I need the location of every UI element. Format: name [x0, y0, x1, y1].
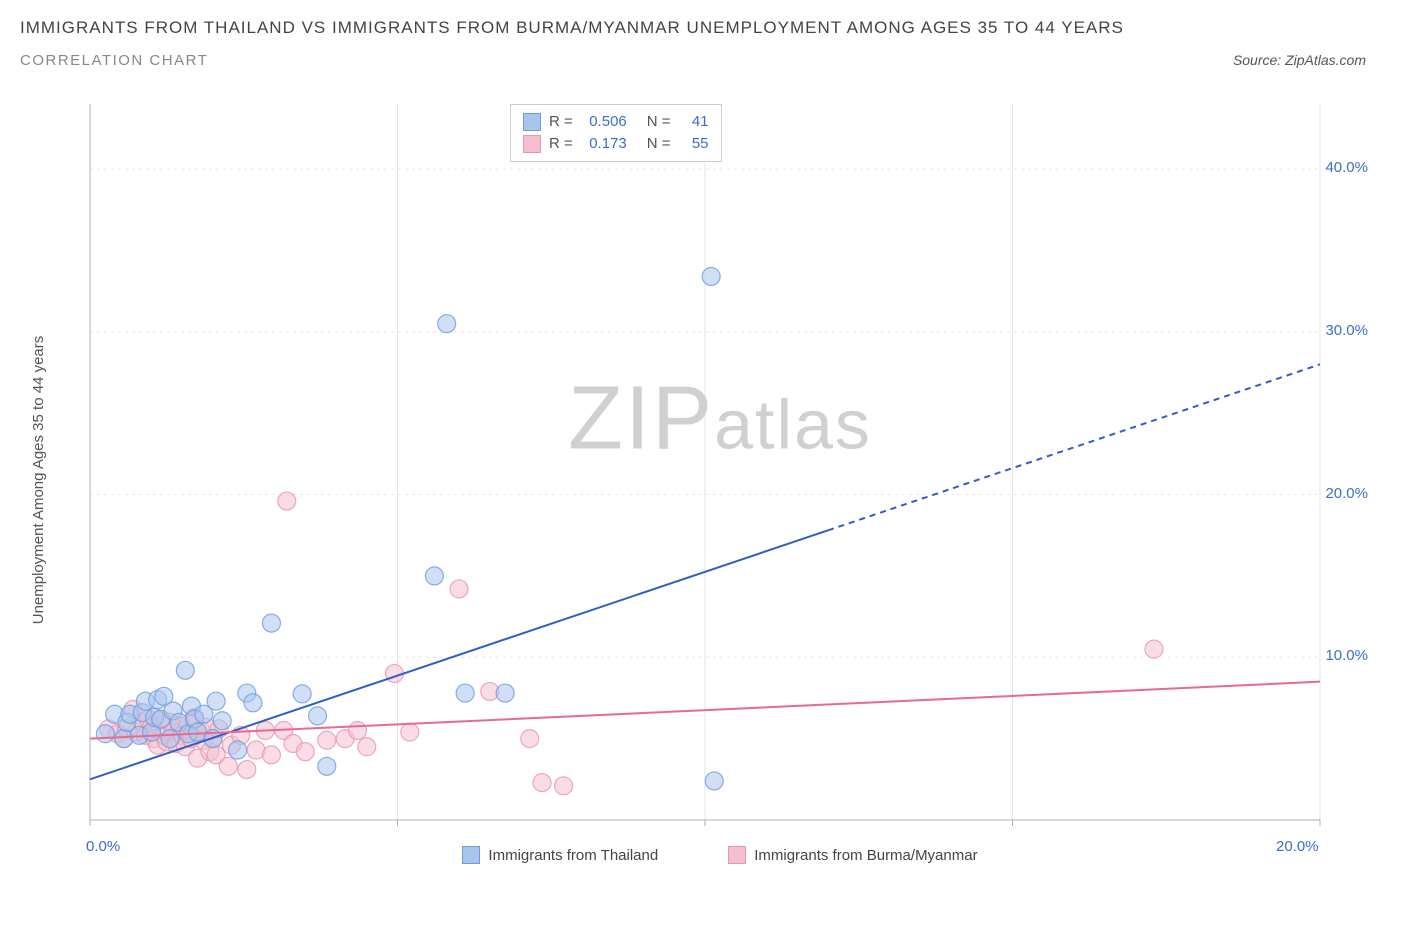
series-legend-label: Immigrants from Burma/Myanmar	[754, 847, 977, 864]
subtitle-row: CORRELATION CHART Source: ZipAtlas.com	[20, 52, 1386, 69]
y-tick-label: 10.0%	[1325, 647, 1368, 664]
plot-region: ZIPatlas R =0.506N =41R =0.173N =55 0.0%…	[80, 100, 1360, 860]
legend-swatch	[523, 135, 541, 153]
legend-swatch	[523, 113, 541, 131]
legend-n-value: 41	[679, 111, 709, 133]
legend-r-label: R =	[549, 111, 573, 133]
stats-legend-box: R = 0.506 N = 41 R = 0.173 N = 55	[510, 104, 722, 162]
series-legend-item: Immigrants from Thailand	[462, 846, 658, 864]
legend-r-value: 0.173	[581, 133, 627, 155]
legend-n-value: 55	[679, 133, 709, 155]
chart-header: IMMIGRANTS FROM THAILAND VS IMMIGRANTS F…	[0, 0, 1406, 69]
series-legend: Immigrants from Thailand Immigrants from …	[80, 846, 1360, 864]
y-tick-label: 30.0%	[1325, 322, 1368, 339]
legend-swatch	[728, 846, 746, 864]
stats-legend-row: R = 0.506 N = 41	[523, 111, 709, 133]
chart-title: IMMIGRANTS FROM THAILAND VS IMMIGRANTS F…	[20, 18, 1386, 38]
chart-subtitle: CORRELATION CHART	[20, 52, 208, 69]
y-tick-label: 20.0%	[1325, 485, 1368, 502]
source-label: Source: ZipAtlas.com	[1233, 52, 1386, 68]
legend-r-value: 0.506	[581, 111, 627, 133]
chart-area: Unemployment Among Ages 35 to 44 years Z…	[60, 100, 1380, 860]
legend-r-label: R =	[549, 133, 573, 155]
legend-swatch	[462, 846, 480, 864]
legend-n-label: N =	[647, 111, 671, 133]
scatter-plot-svg	[80, 100, 1360, 860]
stats-legend-row: R = 0.173 N = 55	[523, 133, 709, 155]
legend-n-label: N =	[647, 133, 671, 155]
series-legend-item: Immigrants from Burma/Myanmar	[728, 846, 977, 864]
series-legend-label: Immigrants from Thailand	[488, 847, 658, 864]
y-tick-label: 40.0%	[1325, 159, 1368, 176]
